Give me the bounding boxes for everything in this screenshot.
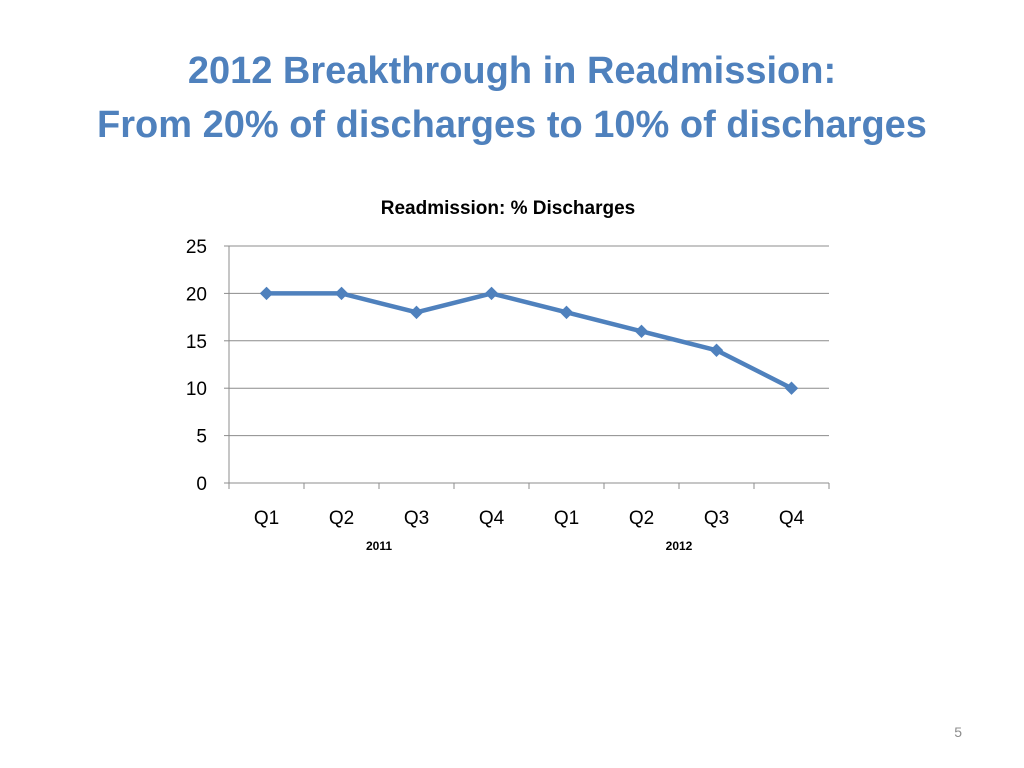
chart-title: Readmission: % Discharges: [381, 198, 635, 219]
year-group-label: 2011: [366, 539, 392, 553]
axes: [224, 245, 830, 489]
data-point-marker: [634, 324, 649, 339]
data-point-marker: [784, 381, 799, 395]
data-point-marker: [484, 286, 499, 301]
tick-labels: 0 5 10 15 20 25 Q1 Q2 Q3 Q4 Q1 Q2 Q3 Q4 2011 2012: [186, 237, 805, 553]
x-tick-label: Q1: [554, 508, 579, 529]
x-tick-label: Q3: [404, 508, 429, 529]
page-number: 5: [954, 724, 962, 740]
x-tick-label: Q4: [779, 508, 805, 529]
y-tick-label: 5: [196, 427, 207, 448]
x-tick-label: Q4: [479, 508, 505, 529]
x-tick-label: Q2: [629, 508, 654, 529]
y-tick-label: 0: [196, 474, 207, 495]
grid-lines: [229, 245, 829, 437]
data-point-marker: [409, 305, 424, 320]
y-tick-label: 10: [186, 379, 207, 400]
slide-title-line-2: From 20% of discharges to 10% of dischar…: [97, 104, 927, 146]
series-line: [264, 291, 794, 391]
slide-title: 2012 Breakthrough in Readmission: From 2…: [0, 44, 1024, 152]
series: [259, 286, 799, 395]
y-tick-label: 20: [186, 284, 207, 305]
x-tick-label: Q1: [254, 508, 279, 529]
y-tick-label: 15: [186, 332, 207, 353]
slide-title-line-1: 2012 Breakthrough in Readmission:: [187, 50, 837, 92]
data-point-marker: [259, 286, 274, 301]
data-point-marker: [559, 305, 574, 320]
year-group-label: 2012: [666, 539, 693, 553]
x-tick-label: Q3: [704, 508, 729, 529]
y-tick-label: 25: [186, 237, 207, 258]
data-point-marker: [334, 286, 349, 301]
x-tick-label: Q2: [329, 508, 354, 529]
data-point-marker: [709, 343, 724, 357]
